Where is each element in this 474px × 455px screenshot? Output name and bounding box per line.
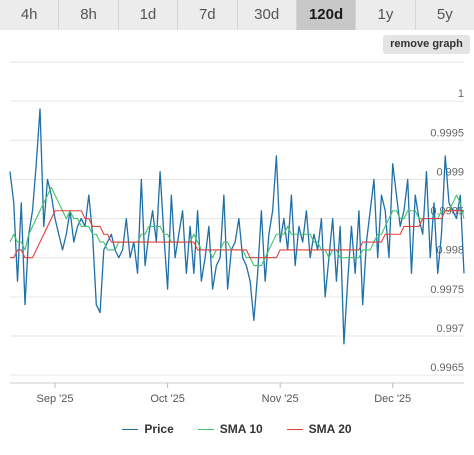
series-line-sma20 (10, 210, 464, 259)
x-tick-label: Dec '25 (374, 393, 411, 405)
y-tick-label: 0.9995 (430, 127, 464, 139)
tab-5y[interactable]: 5y (415, 0, 474, 30)
legend-label-sma10: SMA 10 (219, 422, 263, 436)
series-line-price (9, 108, 465, 345)
tab-120d[interactable]: 120d (296, 0, 357, 30)
x-tick-label: Sep '25 (37, 393, 74, 405)
tab-8h[interactable]: 8h (59, 0, 119, 30)
x-tick-label: Nov '25 (262, 393, 299, 405)
y-tick-label: 1 (458, 88, 464, 100)
legend-swatch-sma10 (197, 428, 214, 430)
y-tick-label: 0.997 (436, 323, 464, 335)
tab-4h[interactable]: 4h (0, 0, 60, 30)
y-tick-label: 0.998 (436, 245, 464, 257)
tab-1y[interactable]: 1y (356, 0, 416, 30)
legend-item-sma10[interactable]: SMA 10 (197, 422, 263, 436)
chart-legend: Price SMA 10 SMA 20 (0, 420, 474, 438)
tab-30d[interactable]: 30d (237, 0, 297, 30)
legend-label-sma20: SMA 20 (308, 422, 352, 436)
time-range-tabs: 4h 8h 1d 7d 30d 120d 1y 5y (0, 0, 474, 30)
tab-1d[interactable]: 1d (118, 0, 179, 30)
y-tick-label: 0.9975 (430, 284, 464, 296)
x-tick-label: Oct '25 (150, 393, 185, 405)
legend-swatch-sma20 (286, 428, 303, 430)
legend-item-price[interactable]: Price (122, 422, 174, 436)
remove-graph-button[interactable]: remove graph (383, 35, 470, 54)
tab-7d[interactable]: 7d (178, 0, 238, 30)
legend-label-price: Price (144, 422, 174, 436)
legend-swatch-price (122, 428, 139, 430)
y-tick-label: 0.999 (436, 166, 464, 178)
y-tick-label: 0.9985 (430, 206, 464, 218)
legend-item-sma20[interactable]: SMA 20 (286, 422, 352, 436)
y-tick-label: 0.9965 (430, 362, 464, 374)
